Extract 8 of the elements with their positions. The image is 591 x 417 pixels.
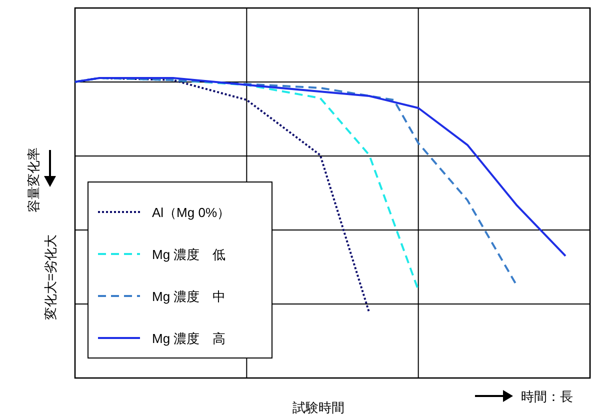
legend-label: Mg 濃度 低 [152,247,226,262]
text: 時間：長 [521,389,573,404]
legend-label: Al（Mg 0%） [152,205,230,220]
y-axis-title: 容量変化率 [26,148,41,212]
x-axis-title: 試験時間 [292,400,344,415]
legend-label: Mg 濃度 中 [152,289,226,304]
text: 変化大=劣化大 [43,234,58,320]
legend-label: Mg 濃度 高 [152,331,226,346]
